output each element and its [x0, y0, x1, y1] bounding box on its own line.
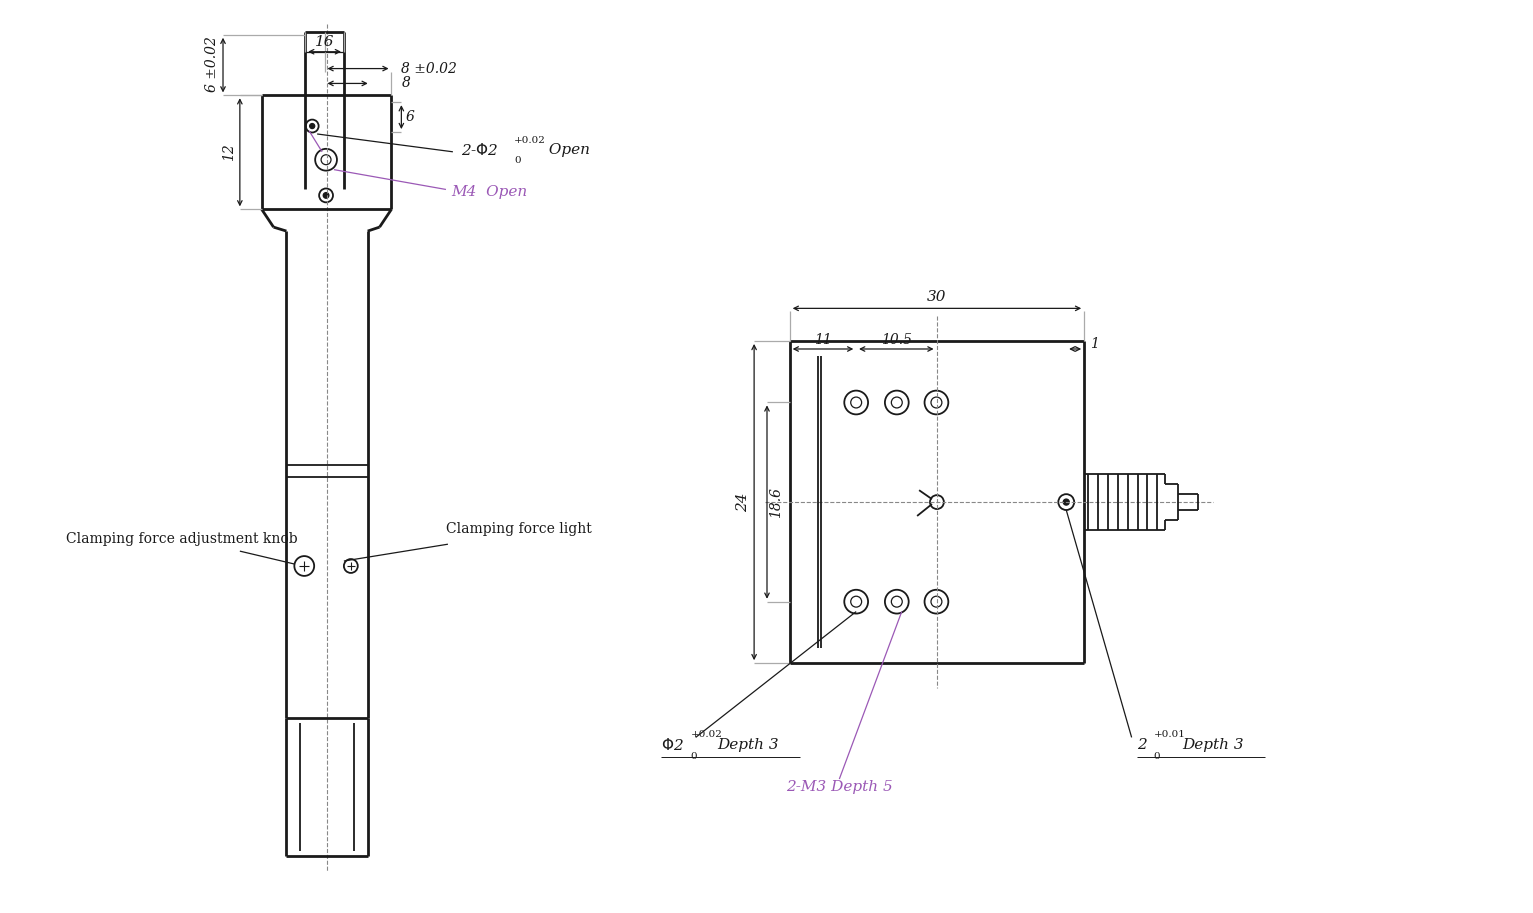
Text: 2-M3 Depth 5: 2-M3 Depth 5	[786, 780, 892, 794]
Text: 1: 1	[1090, 337, 1099, 351]
Text: Depth 3: Depth 3	[1182, 739, 1243, 752]
Text: 6 ±0.02: 6 ±0.02	[205, 36, 219, 91]
Text: 12: 12	[222, 143, 236, 162]
Text: 24: 24	[736, 492, 750, 512]
Text: 11: 11	[814, 333, 832, 347]
Text: 10.5: 10.5	[881, 333, 912, 347]
Text: 8 ±0.02: 8 ±0.02	[402, 61, 457, 76]
Circle shape	[1064, 499, 1069, 505]
Text: 18.6: 18.6	[770, 487, 783, 518]
Text: 30: 30	[927, 290, 947, 304]
Text: 8: 8	[402, 77, 411, 90]
Text: Open: Open	[544, 142, 590, 157]
Text: $\Phi$2: $\Phi$2	[661, 738, 684, 753]
Text: 0: 0	[691, 752, 698, 761]
Text: 2-$\Phi$2: 2-$\Phi$2	[461, 142, 498, 158]
Circle shape	[310, 123, 314, 129]
Text: 0: 0	[515, 156, 521, 164]
Text: 2: 2	[1136, 739, 1147, 752]
Text: +0.01: +0.01	[1153, 730, 1185, 740]
Text: 16: 16	[314, 35, 334, 48]
Text: 0: 0	[1153, 752, 1160, 761]
Text: 6: 6	[405, 110, 414, 124]
Text: Depth 3: Depth 3	[717, 739, 779, 752]
Text: Clamping force adjustment knob: Clamping force adjustment knob	[66, 532, 297, 546]
Text: +0.02: +0.02	[515, 136, 546, 145]
Text: Clamping force light: Clamping force light	[446, 522, 592, 536]
Circle shape	[323, 193, 330, 198]
Text: M4  Open: M4 Open	[451, 185, 527, 199]
Text: +0.02: +0.02	[691, 730, 722, 740]
